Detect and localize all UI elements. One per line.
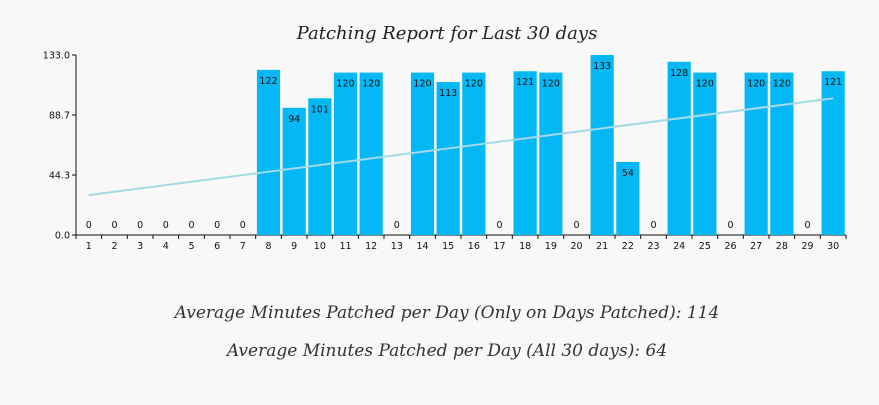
bar-day-11 (333, 72, 358, 235)
bar-day-24 (667, 61, 691, 235)
x-tick-label: 28 (776, 241, 788, 252)
y-axis: 0.0 44.3 88.7 133.0 (43, 51, 77, 242)
bar-value-label: 120 (696, 79, 714, 90)
x-tick-label: 5 (188, 241, 194, 252)
x-axis: 1 2 3 4 5 6 7 8 9 10 11 12 13 14 15 16 17 18 19 20 21 22 23 24 2… (75, 234, 847, 252)
x-tick-label: 20 (570, 241, 582, 252)
bar-value-label: 120 (465, 79, 483, 90)
bar-value-label: 0 (214, 220, 220, 231)
bar-day-12 (359, 72, 383, 235)
y-tick-label: 88.7 (49, 110, 70, 121)
x-tick-label: 17 (493, 241, 505, 252)
bar-day-15 (436, 82, 460, 235)
x-tick-label: 12 (365, 241, 377, 252)
x-tick-label: 18 (519, 241, 531, 252)
x-tick-label: 13 (391, 241, 403, 252)
bar-value-label: 120 (336, 79, 354, 90)
bar-value-label: 121 (516, 77, 534, 88)
bar-day-9 (282, 107, 306, 235)
x-tick-label: 21 (596, 241, 608, 252)
x-tick-label: 29 (801, 241, 813, 252)
trend-line-group (88, 97, 834, 197)
x-tick-label: 24 (673, 241, 685, 252)
bar-value-label: 121 (824, 77, 842, 88)
bar-value-label: 94 (288, 114, 300, 125)
bar-value-label: 0 (137, 220, 143, 231)
bar-value-label: 0 (573, 220, 579, 231)
bar-day-16 (462, 72, 486, 235)
x-tick-label: 4 (163, 241, 169, 252)
x-tick-label: 7 (240, 241, 246, 252)
bar-value-label: 128 (670, 68, 688, 79)
x-tick-label: 16 (468, 241, 480, 252)
bar-value-label: 0 (188, 220, 194, 231)
bar-value-label: 0 (394, 220, 400, 231)
bar-value-label: 120 (413, 79, 431, 90)
bar-value-label: 0 (163, 220, 169, 231)
y-tick-label: 44.3 (49, 171, 70, 182)
bar-day-21 (590, 55, 614, 235)
bar-day-19 (539, 72, 563, 235)
bar-value-label: 0 (496, 220, 502, 231)
x-tick-label: 3 (137, 241, 143, 252)
bar-value-label: 0 (111, 220, 117, 231)
bar-value-label: 0 (86, 220, 92, 231)
y-tick-label: 133.0 (43, 51, 70, 62)
summary-average-all-days: Average Minutes Patched per Day (All 30 … (225, 341, 667, 361)
bar-day-30 (821, 71, 845, 235)
x-tick-label: 10 (314, 241, 326, 252)
trend-line (88, 97, 834, 197)
x-tick-label: 27 (750, 241, 762, 252)
x-tick-label: 23 (647, 241, 659, 252)
x-tick-label: 9 (291, 241, 297, 252)
bar-day-27 (744, 72, 768, 235)
x-tick-label: 11 (339, 241, 351, 252)
bar-value-label: 0 (650, 220, 656, 231)
x-tick-label: 19 (545, 241, 557, 252)
bar-value-label: 0 (727, 220, 733, 231)
bar-value-label: 0 (804, 220, 810, 231)
bar-day-8 (256, 69, 281, 236)
x-tick-label: 1 (86, 241, 92, 252)
x-tick-label: 6 (214, 241, 220, 252)
bar-value-label: 120 (542, 79, 560, 90)
bar-labels: 0 0 0 0 0 0 0 122 94 101 120 120 0 120 113 120 0 121 120 0 1… (86, 61, 842, 231)
x-tick-label: 25 (699, 241, 711, 252)
bar-day-28 (770, 72, 794, 235)
bars (256, 55, 845, 236)
bar-day-18 (513, 71, 537, 235)
bar-day-10 (308, 98, 332, 235)
bar-value-label: 120 (362, 79, 380, 90)
bar-value-label: 113 (439, 88, 457, 99)
bar-value-label: 122 (259, 76, 277, 87)
x-tick-label: 30 (827, 241, 839, 252)
summary-average-patched-days: Average Minutes Patched per Day (Only on… (173, 303, 720, 323)
bar-value-label: 120 (773, 79, 791, 90)
bar-value-label: 101 (311, 104, 329, 115)
chart-title: Patching Report for Last 30 days (296, 23, 598, 44)
bar-day-25 (693, 72, 717, 235)
bar-value-label: 54 (622, 168, 634, 179)
x-tick-label: 14 (416, 241, 428, 252)
bar-value-label: 133 (593, 61, 611, 72)
x-tick-label: 8 (265, 241, 271, 252)
bar-value-label: 0 (240, 220, 246, 231)
bar-day-14 (410, 72, 435, 235)
x-tick-label: 2 (111, 241, 117, 252)
x-tick-label: 26 (724, 241, 736, 252)
bar-value-label: 120 (747, 79, 765, 90)
y-tick-label: 0.0 (55, 231, 70, 242)
x-tick-label: 22 (622, 241, 634, 252)
bar-day-22 (616, 161, 640, 235)
x-tick-label: 15 (442, 241, 454, 252)
